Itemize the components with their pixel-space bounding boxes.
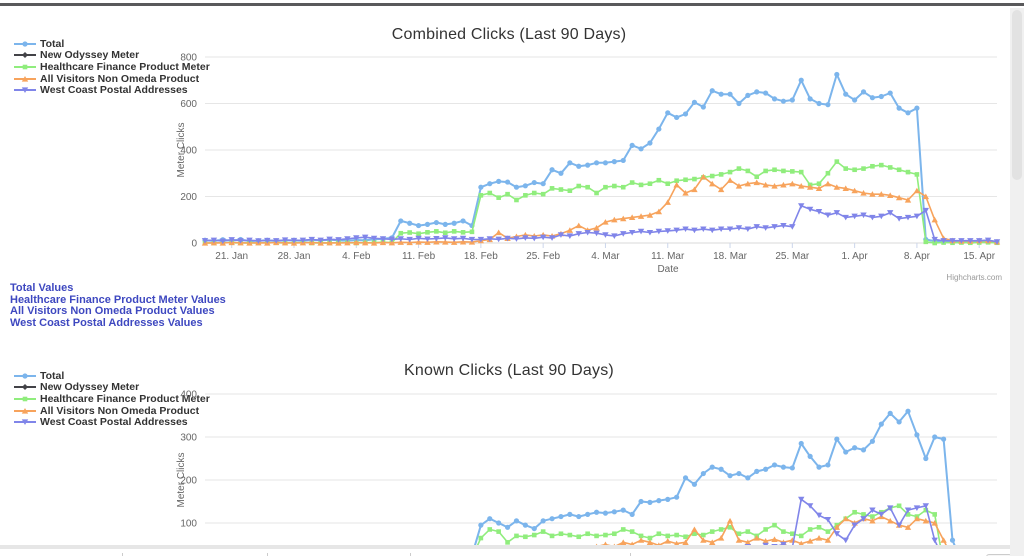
table-column-divider <box>122 553 123 556</box>
svg-text:18. Mar: 18. Mar <box>713 251 748 262</box>
svg-text:300: 300 <box>180 433 197 444</box>
legend-label: West Coast Postal Addresses <box>40 416 188 429</box>
circle-series-marker-icon <box>14 373 36 379</box>
diamond-series-marker-icon <box>14 52 36 59</box>
svg-text:4. Feb: 4. Feb <box>342 251 371 262</box>
legend-label: Total <box>40 37 65 50</box>
legend-item[interactable]: New Odyssey Meter <box>14 49 244 62</box>
svg-text:21. Jan: 21. Jan <box>215 251 248 262</box>
legend-item[interactable]: Total <box>14 38 244 50</box>
combined-clicks-legend: Total New Odyssey Meter Healthcare Finance… <box>14 38 244 96</box>
svg-text:600: 600 <box>180 99 197 110</box>
svg-text:0: 0 <box>191 239 197 250</box>
svg-text:100: 100 <box>180 519 197 530</box>
triangle-series-marker-icon <box>14 75 36 82</box>
table-column-divider <box>410 553 411 556</box>
triangle-series-marker-icon <box>14 407 36 414</box>
legend-item[interactable]: Healthcare Finance Product Meter <box>14 61 244 73</box>
square-series-marker-icon <box>14 64 36 70</box>
legend-label: All Visitors Non Omeda Product <box>40 404 200 417</box>
legend-label: Healthcare Finance Product Meter <box>40 60 210 73</box>
legend-label: New Odyssey Meter <box>40 381 140 394</box>
scrollbar-thumb[interactable] <box>1012 10 1022 180</box>
series-values-link[interactable]: Healthcare Finance Product Meter Values <box>10 293 226 306</box>
series-values-link[interactable]: All Visitors Non Omeda Product Values <box>10 305 215 318</box>
svg-text:18. Feb: 18. Feb <box>464 251 498 262</box>
vertical-scrollbar[interactable] <box>1010 8 1024 556</box>
known-clicks-chart: Known Clicks (Last 90 Days) Total New Ody… <box>8 352 1010 556</box>
table-top-edge <box>0 545 1024 556</box>
svg-text:Meter Clicks: Meter Clicks <box>176 452 187 507</box>
legend-item[interactable]: New Odyssey Meter <box>14 381 244 394</box>
svg-text:4. Mar: 4. Mar <box>591 251 620 262</box>
svg-text:25. Feb: 25. Feb <box>526 251 560 262</box>
combined-clicks-plot: 0 200 400 600 800 21. Jan 28. Jan 4. Feb 11. Feb… <box>176 53 1001 275</box>
svg-text:400: 400 <box>180 146 197 157</box>
series-values-link[interactable]: West Coast Postal Addresses Values <box>10 316 203 329</box>
svg-text:1. Apr: 1. Apr <box>842 251 869 262</box>
svg-text:15. Apr: 15. Apr <box>963 251 995 262</box>
svg-text:200: 200 <box>180 192 197 203</box>
table-column-divider <box>630 553 631 556</box>
series-values-link[interactable]: Total Values <box>10 282 74 294</box>
circle-series-marker-icon <box>14 41 36 47</box>
legend-label: West Coast Postal Addresses <box>40 84 188 97</box>
svg-text:Meter Clicks: Meter Clicks <box>176 122 187 177</box>
series-value-links: Total Values Healthcare Finance Product M… <box>10 282 350 329</box>
known-clicks-legend: Total New Odyssey Meter Healthcare Finance… <box>14 370 244 428</box>
svg-text:400: 400 <box>180 390 197 401</box>
triangle-down-series-marker-icon <box>14 87 36 94</box>
svg-text:Date: Date <box>657 264 679 275</box>
legend-item[interactable]: Healthcare Finance Product Meter <box>14 393 244 405</box>
svg-text:8. Apr: 8. Apr <box>904 251 931 262</box>
triangle-down-series-marker-icon <box>14 419 36 426</box>
known-clicks-title: Known Clicks (Last 90 Days) <box>404 362 614 379</box>
combined-clicks-chart: Combined Clicks (Last 90 Days) Total New … <box>8 8 1010 284</box>
svg-text:11. Feb: 11. Feb <box>402 251 436 262</box>
svg-text:800: 800 <box>180 53 197 64</box>
legend-label: New Odyssey Meter <box>40 49 140 62</box>
diamond-series-marker-icon <box>14 384 36 391</box>
table-column-divider <box>267 553 268 556</box>
legend-item[interactable]: West Coast Postal Addresses <box>14 84 244 96</box>
legend-label: Total <box>40 369 65 382</box>
svg-text:11. Mar: 11. Mar <box>651 251 685 262</box>
highcharts-credits-link[interactable]: Highcharts.com <box>946 273 1002 282</box>
square-series-marker-icon <box>14 396 36 402</box>
top-border <box>0 3 1024 6</box>
legend-item[interactable]: Total <box>14 370 244 382</box>
legend-label: Healthcare Finance Product Meter <box>40 392 210 405</box>
legend-label: All Visitors Non Omeda Product <box>40 72 200 85</box>
svg-text:200: 200 <box>180 476 197 487</box>
svg-text:28. Jan: 28. Jan <box>278 251 311 262</box>
legend-item[interactable]: All Visitors Non Omeda Product <box>14 405 244 417</box>
legend-item[interactable]: All Visitors Non Omeda Product <box>14 73 244 85</box>
legend-item[interactable]: West Coast Postal Addresses <box>14 416 244 428</box>
svg-text:25. Mar: 25. Mar <box>775 251 810 262</box>
combined-clicks-title: Combined Clicks (Last 90 Days) <box>391 26 627 43</box>
